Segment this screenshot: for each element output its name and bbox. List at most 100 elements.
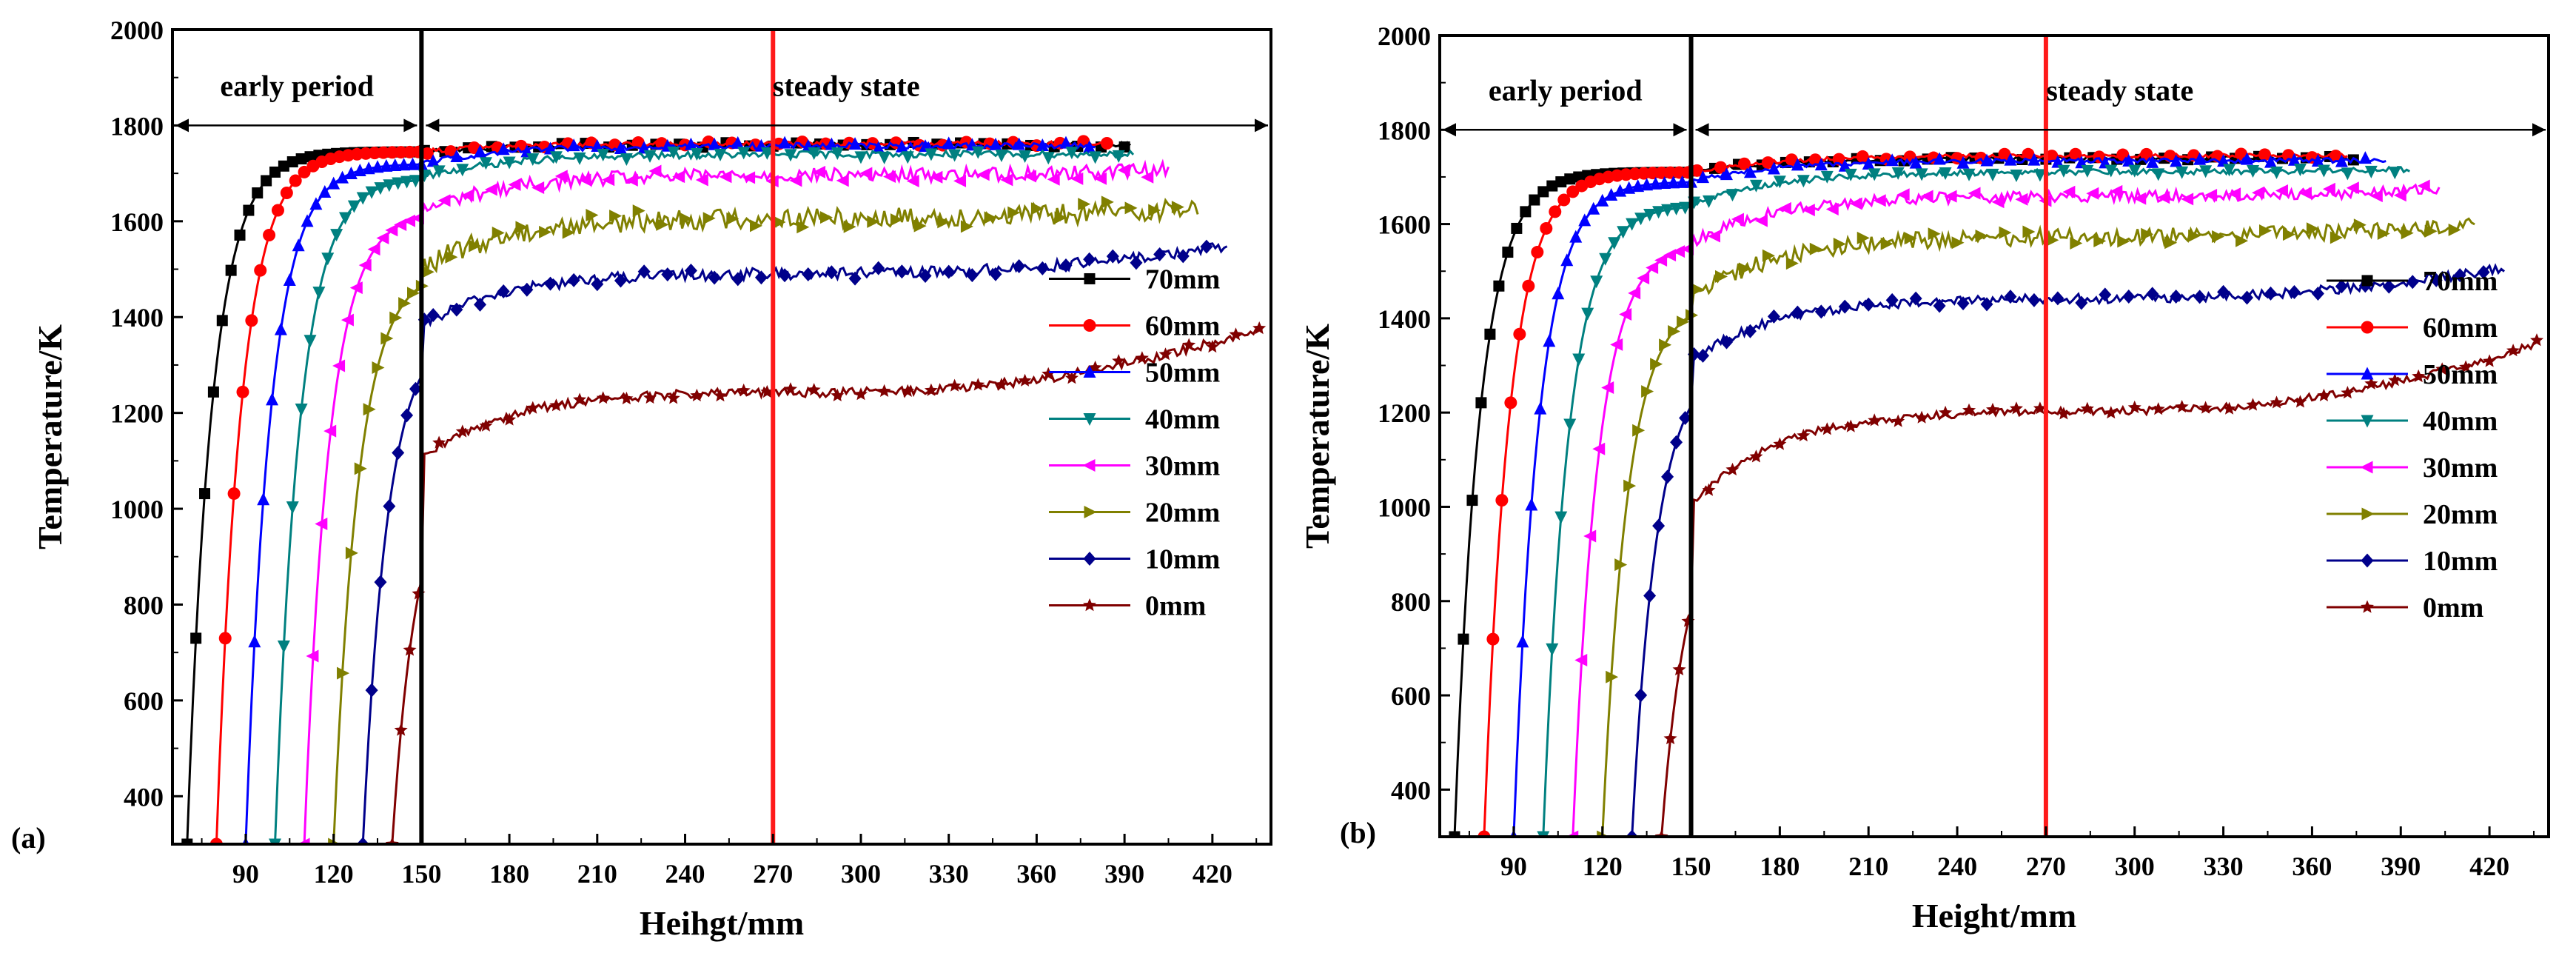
legend-item-70mm: 70mm bbox=[1049, 264, 1220, 295]
data-point-50mm bbox=[2217, 154, 2230, 167]
data-point-30mm bbox=[578, 173, 591, 187]
data-point-50mm bbox=[1059, 136, 1073, 149]
y-tick-label: 800 bbox=[1391, 587, 1431, 617]
data-point-0mm bbox=[2293, 395, 2307, 408]
data-point-20mm bbox=[2448, 223, 2461, 236]
data-point-10mm bbox=[1036, 261, 1049, 275]
data-point-20mm bbox=[2235, 234, 2249, 247]
data-point-50mm bbox=[1083, 140, 1096, 153]
data-point-30mm bbox=[323, 424, 337, 438]
legend-item-0mm: 0mm bbox=[2327, 592, 2483, 623]
data-point-0mm bbox=[2388, 373, 2402, 387]
data-point-0mm bbox=[714, 389, 728, 402]
data-point-30mm bbox=[1663, 249, 1677, 262]
data-point-10mm bbox=[400, 408, 414, 423]
early-period-arrow-right-head bbox=[403, 118, 417, 133]
plot-area bbox=[1449, 147, 2544, 837]
series-60mm bbox=[1477, 147, 2348, 837]
data-point-60mm bbox=[1531, 246, 1544, 259]
data-point-50mm bbox=[1909, 156, 1922, 169]
series-0mm bbox=[1654, 333, 2544, 837]
data-point-20mm bbox=[984, 211, 997, 224]
data-point-40mm bbox=[2317, 164, 2330, 178]
data-point-10mm bbox=[1956, 296, 1970, 311]
x-tick-label: 300 bbox=[841, 859, 881, 889]
data-point-0mm bbox=[549, 398, 563, 412]
data-point-20mm bbox=[1809, 242, 1822, 255]
data-point-20mm bbox=[1101, 195, 1114, 209]
data-point-30mm bbox=[1637, 272, 1650, 285]
data-point-60mm bbox=[377, 146, 390, 159]
data-point-40mm bbox=[338, 212, 352, 225]
data-point-30mm bbox=[1731, 213, 1744, 226]
data-point-20mm bbox=[515, 221, 529, 234]
data-point-10mm bbox=[1670, 435, 1683, 449]
data-point-0mm bbox=[1229, 327, 1243, 341]
data-point-30mm bbox=[1601, 381, 1614, 394]
data-point-30mm bbox=[1944, 190, 1957, 203]
data-point-50mm bbox=[1885, 153, 1899, 167]
data-point-60mm bbox=[2069, 147, 2082, 161]
data-point-40mm bbox=[1112, 150, 1125, 163]
data-point-30mm bbox=[531, 181, 545, 195]
data-point-10mm bbox=[450, 302, 463, 317]
x-tick-label: 420 bbox=[1193, 859, 1232, 889]
data-point-0mm bbox=[573, 392, 587, 406]
x-tick-label: 360 bbox=[1016, 859, 1056, 889]
data-point-70mm bbox=[1520, 206, 1532, 218]
data-point-30mm bbox=[1896, 188, 1910, 201]
data-point-40mm bbox=[1661, 204, 1674, 217]
data-point-70mm bbox=[1555, 176, 1567, 188]
series-line-20mm bbox=[332, 197, 1199, 844]
data-point-20mm bbox=[2188, 229, 2201, 242]
data-point-10mm bbox=[1980, 297, 1993, 312]
data-point-20mm bbox=[354, 462, 367, 475]
data-point-30mm bbox=[1610, 338, 1623, 351]
data-point-10mm bbox=[1720, 335, 1733, 350]
legend-marker bbox=[1083, 551, 1096, 566]
data-point-50mm bbox=[1013, 137, 1026, 150]
x-tick-label: 330 bbox=[2204, 852, 2244, 881]
data-point-10mm bbox=[2382, 279, 2395, 294]
x-tick-label: 300 bbox=[2115, 852, 2155, 881]
data-point-70mm bbox=[1511, 222, 1523, 234]
data-point-60mm bbox=[227, 487, 241, 501]
data-point-40mm bbox=[2247, 164, 2260, 178]
data-point-40mm bbox=[526, 153, 540, 167]
data-point-30mm bbox=[813, 165, 826, 178]
data-point-50mm bbox=[1516, 635, 1529, 648]
data-point-10mm bbox=[1130, 255, 1143, 270]
data-point-20mm bbox=[1880, 237, 1894, 250]
data-point-50mm bbox=[1560, 253, 1574, 267]
data-point-30mm bbox=[1825, 203, 1839, 216]
data-point-50mm bbox=[1676, 175, 1689, 188]
data-point-50mm bbox=[1534, 401, 1547, 415]
data-point-60mm bbox=[2329, 150, 2342, 163]
data-point-20mm bbox=[1677, 315, 1690, 329]
x-tick-label: 180 bbox=[1760, 852, 1799, 881]
data-point-30mm bbox=[1574, 654, 1588, 667]
data-point-10mm bbox=[2311, 286, 2324, 301]
data-point-20mm bbox=[1054, 211, 1067, 224]
data-point-0mm bbox=[807, 383, 821, 396]
data-point-60mm bbox=[1664, 166, 1677, 179]
data-point-40mm bbox=[432, 165, 446, 178]
early-period-arrow-right-head bbox=[1673, 123, 1687, 137]
data-point-60mm bbox=[218, 632, 232, 645]
data-point-20mm bbox=[1124, 201, 1138, 215]
data-point-10mm bbox=[1838, 299, 1851, 314]
data-point-30mm bbox=[953, 174, 967, 187]
data-point-20mm bbox=[773, 215, 786, 229]
data-point-30mm bbox=[349, 281, 363, 295]
data-point-40mm bbox=[831, 147, 844, 161]
x-tick-label: 210 bbox=[1848, 852, 1888, 881]
x-tick-label: 360 bbox=[2292, 852, 2332, 881]
data-point-20mm bbox=[2212, 230, 2225, 244]
data-point-10mm bbox=[731, 272, 745, 287]
data-point-60mm bbox=[1856, 150, 1869, 163]
data-point-0mm bbox=[1868, 413, 1882, 427]
data-point-0mm bbox=[596, 391, 610, 404]
steady-state-label: steady state bbox=[773, 69, 920, 102]
legend-label: 10mm bbox=[1145, 544, 1220, 575]
